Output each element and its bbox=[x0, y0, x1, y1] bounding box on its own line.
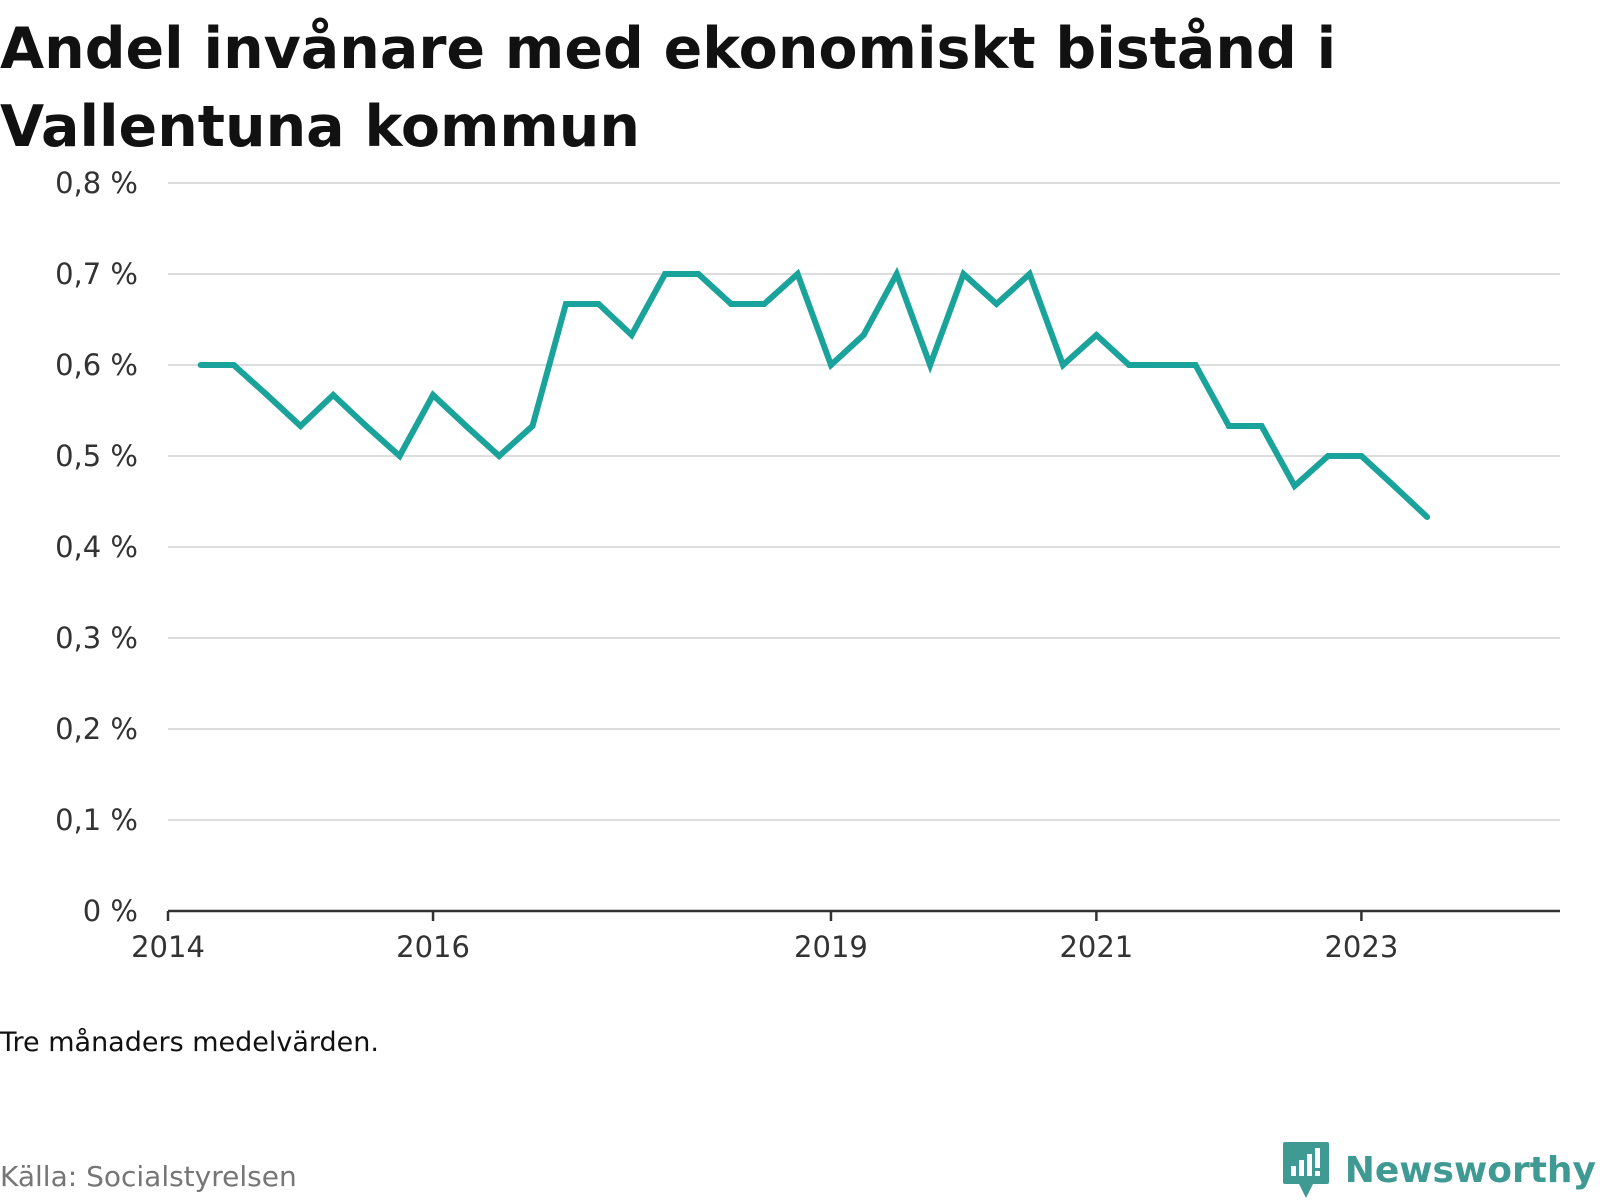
data-point bbox=[562, 301, 569, 308]
data-point bbox=[893, 271, 900, 277]
x-tick-label: 2016 bbox=[396, 930, 470, 964]
data-point bbox=[463, 422, 470, 429]
data-point bbox=[396, 453, 403, 459]
chart-title: Andel invånare med ekonomiskt bistånd i … bbox=[0, 16, 1337, 160]
data-point bbox=[662, 271, 669, 277]
data-point bbox=[595, 301, 602, 308]
data-point bbox=[197, 362, 204, 368]
y-tick-label: 0,6 % bbox=[55, 348, 138, 382]
data-point bbox=[529, 422, 536, 429]
series-layer bbox=[197, 266, 1431, 520]
y-tick-label: 0,4 % bbox=[55, 530, 138, 564]
data-point bbox=[330, 392, 337, 399]
source-credit: Källa: Socialstyrelsen bbox=[0, 1160, 297, 1193]
data-point bbox=[430, 392, 437, 399]
data-point bbox=[496, 453, 503, 459]
data-point bbox=[230, 362, 237, 368]
data-point bbox=[1093, 331, 1100, 338]
x-tick-label: 2019 bbox=[794, 930, 868, 964]
data-point bbox=[1225, 422, 1232, 429]
data-point bbox=[264, 392, 271, 399]
data-point bbox=[1391, 483, 1398, 490]
brand-logo: Newsworthy bbox=[1281, 1140, 1596, 1200]
line-chart: 0 % 0,1 % 0,2 % 0,3 % 0,4 % 0,5 % 0,6 % 0,7 % 0,… bbox=[55, 166, 1560, 964]
x-tick-label: 2021 bbox=[1059, 930, 1133, 964]
data-point bbox=[927, 362, 934, 368]
y-tick-label: 0 % bbox=[83, 894, 138, 928]
chart-note: Tre månaders medelvärden. bbox=[0, 1027, 379, 1058]
data-point bbox=[1159, 362, 1166, 368]
data-point bbox=[728, 301, 735, 308]
x-tick-label: 2023 bbox=[1324, 930, 1398, 964]
brand-name: Newsworthy bbox=[1344, 1149, 1596, 1191]
data-point bbox=[1258, 422, 1265, 429]
data-point bbox=[1059, 362, 1066, 368]
data-point bbox=[794, 271, 801, 277]
data-point bbox=[1424, 513, 1431, 520]
data-point bbox=[363, 422, 370, 429]
data-point bbox=[297, 422, 304, 429]
data-point bbox=[993, 301, 1000, 308]
data-point bbox=[960, 271, 967, 277]
data-point bbox=[1026, 271, 1033, 277]
y-tick-label: 0,5 % bbox=[55, 439, 138, 473]
data-point bbox=[1192, 362, 1199, 368]
data-point bbox=[827, 362, 834, 368]
data-point bbox=[1325, 453, 1331, 459]
newsworthy-logo-icon bbox=[1282, 1142, 1329, 1198]
x-tick-label: 2014 bbox=[131, 930, 205, 964]
data-point bbox=[1358, 453, 1365, 459]
y-tick-label: 0,7 % bbox=[55, 257, 138, 291]
y-axis-ticks: 0 % 0,1 % 0,2 % 0,3 % 0,4 % 0,5 % 0,6 % 0,7 % 0,… bbox=[55, 166, 138, 928]
x-axis: 2014 2016 2019 2021 2023 bbox=[131, 909, 1560, 964]
data-point bbox=[860, 331, 867, 338]
data-point bbox=[695, 271, 702, 277]
y-tick-label: 0,8 % bbox=[55, 166, 138, 200]
data-point bbox=[1291, 483, 1298, 490]
series-line bbox=[200, 266, 1430, 520]
y-tick-label: 0,2 % bbox=[55, 712, 138, 746]
data-point bbox=[1126, 362, 1133, 368]
y-tick-label: 0,3 % bbox=[55, 621, 138, 655]
y-tick-label: 0,1 % bbox=[55, 803, 138, 837]
gridlines bbox=[168, 182, 1560, 821]
data-point bbox=[628, 331, 635, 338]
data-point bbox=[761, 301, 768, 308]
